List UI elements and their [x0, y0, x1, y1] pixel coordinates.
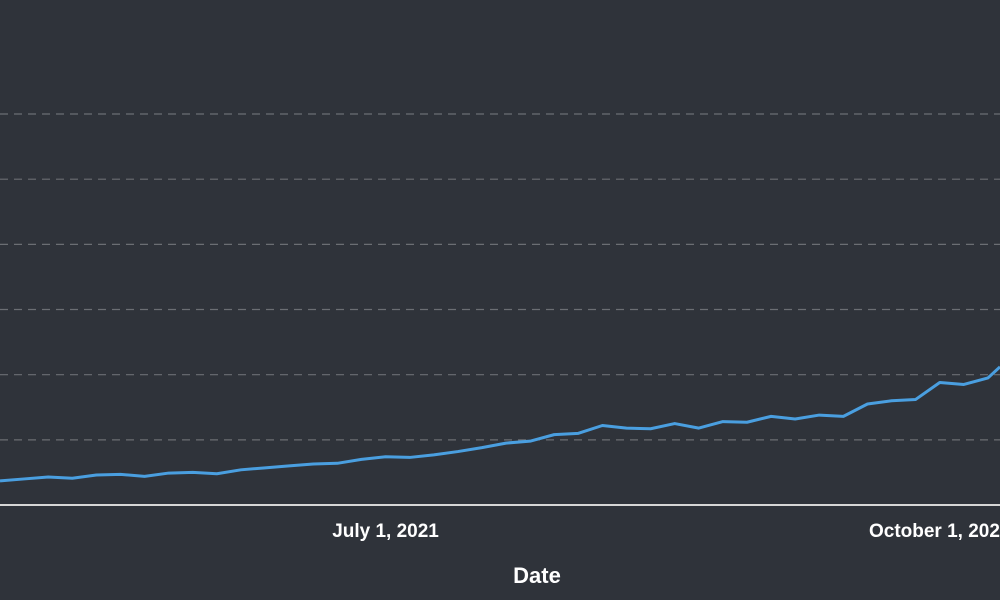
data-line: [0, 365, 1000, 483]
x-tick-label: October 1, 2021: [869, 521, 1000, 542]
x-axis-title: Date: [513, 563, 561, 588]
x-tick-label: July 1, 2021: [332, 521, 439, 542]
